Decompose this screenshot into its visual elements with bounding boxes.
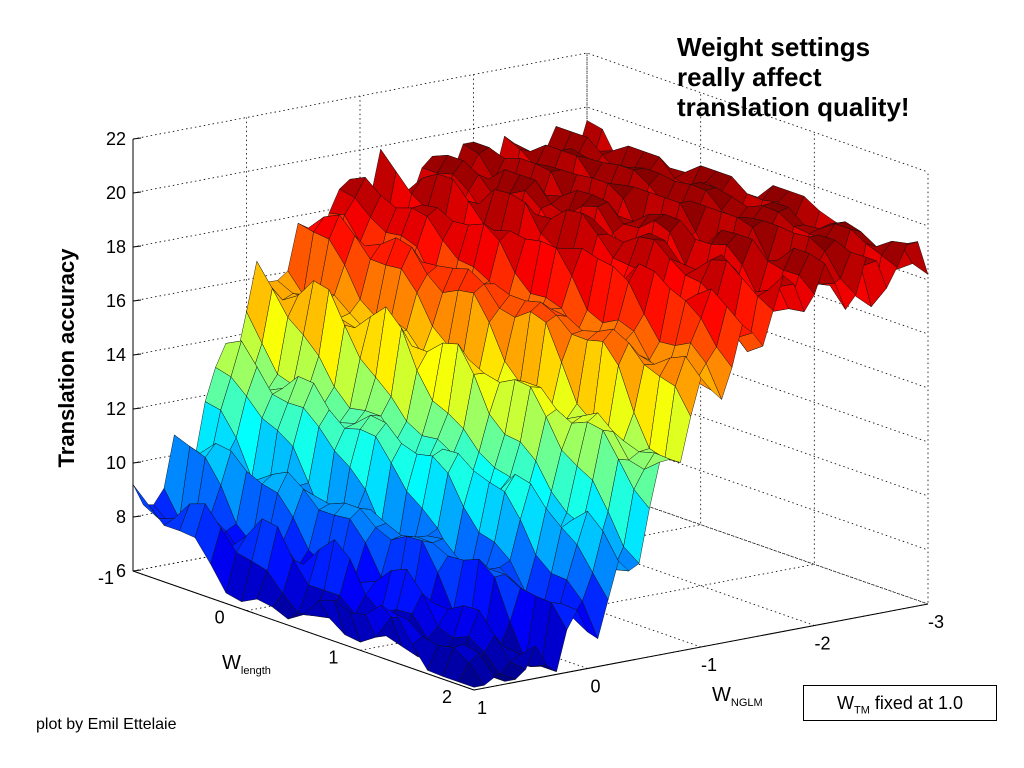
z-tick-label: 8 [116,507,126,527]
y-axis-title: Wlength [222,652,271,677]
z-tick [132,515,142,518]
credit-text: plot by Emil Ettelaie [36,716,177,733]
z-tick [132,569,142,572]
z-tick [132,407,142,410]
y-tick-label: 2 [442,687,452,707]
note-prefix: W [837,693,855,713]
headline: Weight settings really affect translatio… [677,32,910,122]
z-tick [132,299,142,302]
z-gridline [132,106,929,227]
headline-line-2: really affect [677,62,822,92]
z-tick-label: 18 [106,237,126,257]
z-tick [132,461,142,464]
note-sub: TM [854,704,870,717]
y-axis-title-sub: length [240,665,271,677]
z-tick-label: 10 [106,453,126,473]
note-box: WTM fixed at 1.0 [803,685,997,721]
y-tick-label: -1 [98,568,114,588]
headline-line-1: Weight settings [677,32,871,62]
z-tick-label: 22 [106,129,126,149]
y-tick-label: 1 [328,647,338,667]
x-tick-label: -1 [701,655,717,675]
x-axis-title-sub: NGLM [730,697,763,709]
y-axis-title-main: W [222,652,241,674]
x-axis-title-main: W [712,684,731,706]
y-axis-line [132,570,475,691]
surface-patch [458,662,485,688]
headline-line-3: translation quality! [677,92,910,122]
y-tick-label: 0 [215,608,225,628]
x-tick-label: 0 [590,677,600,697]
z-tick-label: 20 [106,183,126,203]
note-suffix: fixed at 1.0 [869,693,963,713]
x-tick-label: 1 [477,698,487,718]
z-tick [132,191,142,194]
z-tick-label: 16 [106,291,126,311]
x-axis-title: WNGLM [712,684,763,709]
z-tick [132,245,142,248]
z-tick-label: 12 [106,399,126,419]
z-tick [132,353,142,356]
z-tick [132,137,142,140]
x-tick-label: -2 [814,634,830,654]
z-tick-label: 14 [106,345,126,365]
z-tick-label: 6 [116,561,126,581]
x-axis-line [473,603,929,691]
x-tick-label: -3 [928,612,944,632]
z-axis-title: Translation accuracy [54,248,79,468]
z-gridline [132,52,929,173]
